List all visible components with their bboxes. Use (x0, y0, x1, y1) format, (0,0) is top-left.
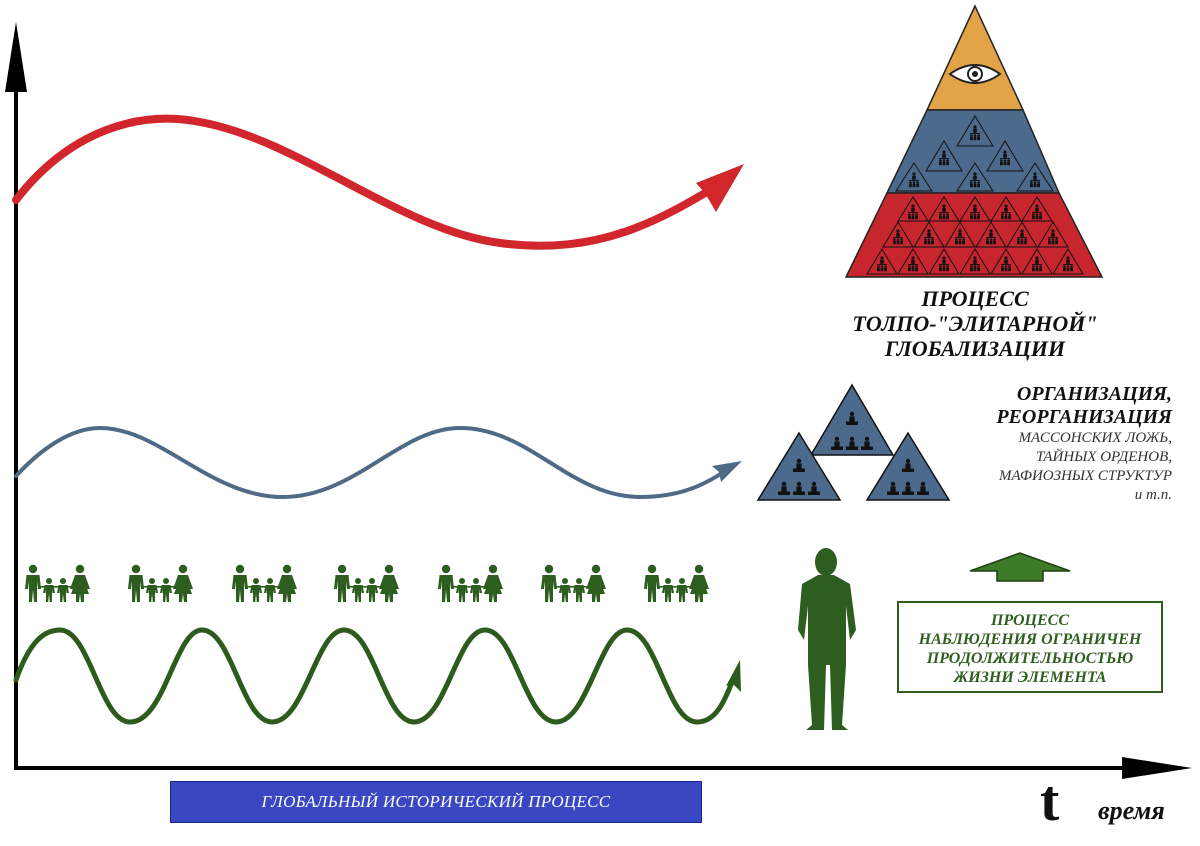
globalization-label: ПРОЦЕСС ТОЛПО-"ЭЛИТАРНОЙ" ГЛОБАЛИЗАЦИИ (820, 286, 1130, 361)
observation-line: ПРОДОЛЖИТЕЛЬНОСТЬЮ (926, 650, 1134, 667)
globalization-label-line: ТОЛПО-"ЭЛИТАРНОЙ" (852, 311, 1098, 336)
t-axis-symbol: t (1040, 768, 1060, 833)
blue-wave-arrowhead (712, 461, 742, 482)
organization-title-line: РЕОРГАНИЗАЦИЯ (996, 406, 1172, 428)
organization-title-line: ОРГАНИЗАЦИЯ, (1016, 383, 1172, 405)
observation-box: ПРОЦЕСС НАБЛЮДЕНИЯ ОГРАНИЧЕН ПРОДОЛЖИТЕЛ… (897, 601, 1163, 693)
green-wave (13, 627, 738, 725)
family-icon (541, 564, 606, 602)
standing-man-icon (798, 548, 856, 730)
family-icon (25, 564, 90, 602)
organization-label: ОРГАНИЗАЦИЯ, РЕОРГАНИЗАЦИЯ МАССОНСКИХ ЛО… (950, 383, 1172, 505)
family-icon (334, 564, 399, 602)
up-arrow-icon (969, 552, 1071, 582)
family-icon (128, 564, 193, 602)
observation-line: ЖИЗНИ ЭЛЕМЕНТА (953, 669, 1107, 686)
eye-icon (948, 64, 1002, 84)
family-icon (232, 564, 297, 602)
observation-line: НАБЛЮДЕНИЯ ОГРАНИЧЕН (918, 631, 1142, 648)
observation-line: ПРОЦЕСС (990, 612, 1070, 629)
organization-detail-line: и т.п. (1134, 487, 1172, 503)
family-icon (438, 564, 503, 602)
global-process-label: ГЛОБАЛЬНЫЙ ИСТОРИЧЕСКИЙ ПРОЦЕСС (261, 792, 611, 811)
y-axis-arrowhead (5, 22, 27, 92)
organization-detail-line: МАССОНСКИХ ЛОЖЬ, (1018, 430, 1172, 446)
red-wave (12, 114, 726, 250)
global-process-bar: ГЛОБАЛЬНЫЙ ИСТОРИЧЕСКИЙ ПРОЦЕСС (170, 781, 702, 823)
organization-detail-line: МАФИОЗНЫХ СТРУКТУР (999, 468, 1172, 484)
green-wave-arrowhead (726, 660, 741, 692)
globalization-label-line: ГЛОБАЛИЗАЦИИ (884, 336, 1066, 361)
organization-detail-line: ТАЙНЫХ ОРДЕНОВ, (1035, 449, 1172, 465)
x-axis-arrowhead (1122, 757, 1192, 779)
family-icon (644, 564, 709, 602)
time-axis-label: время (1098, 796, 1165, 825)
pyramid-top-tier (925, 4, 1025, 111)
family-groups (25, 564, 709, 602)
blue-wave (14, 425, 730, 500)
red-wave-arrowhead (696, 164, 744, 212)
globalization-label-line: ПРОЦЕСС (921, 286, 1029, 311)
